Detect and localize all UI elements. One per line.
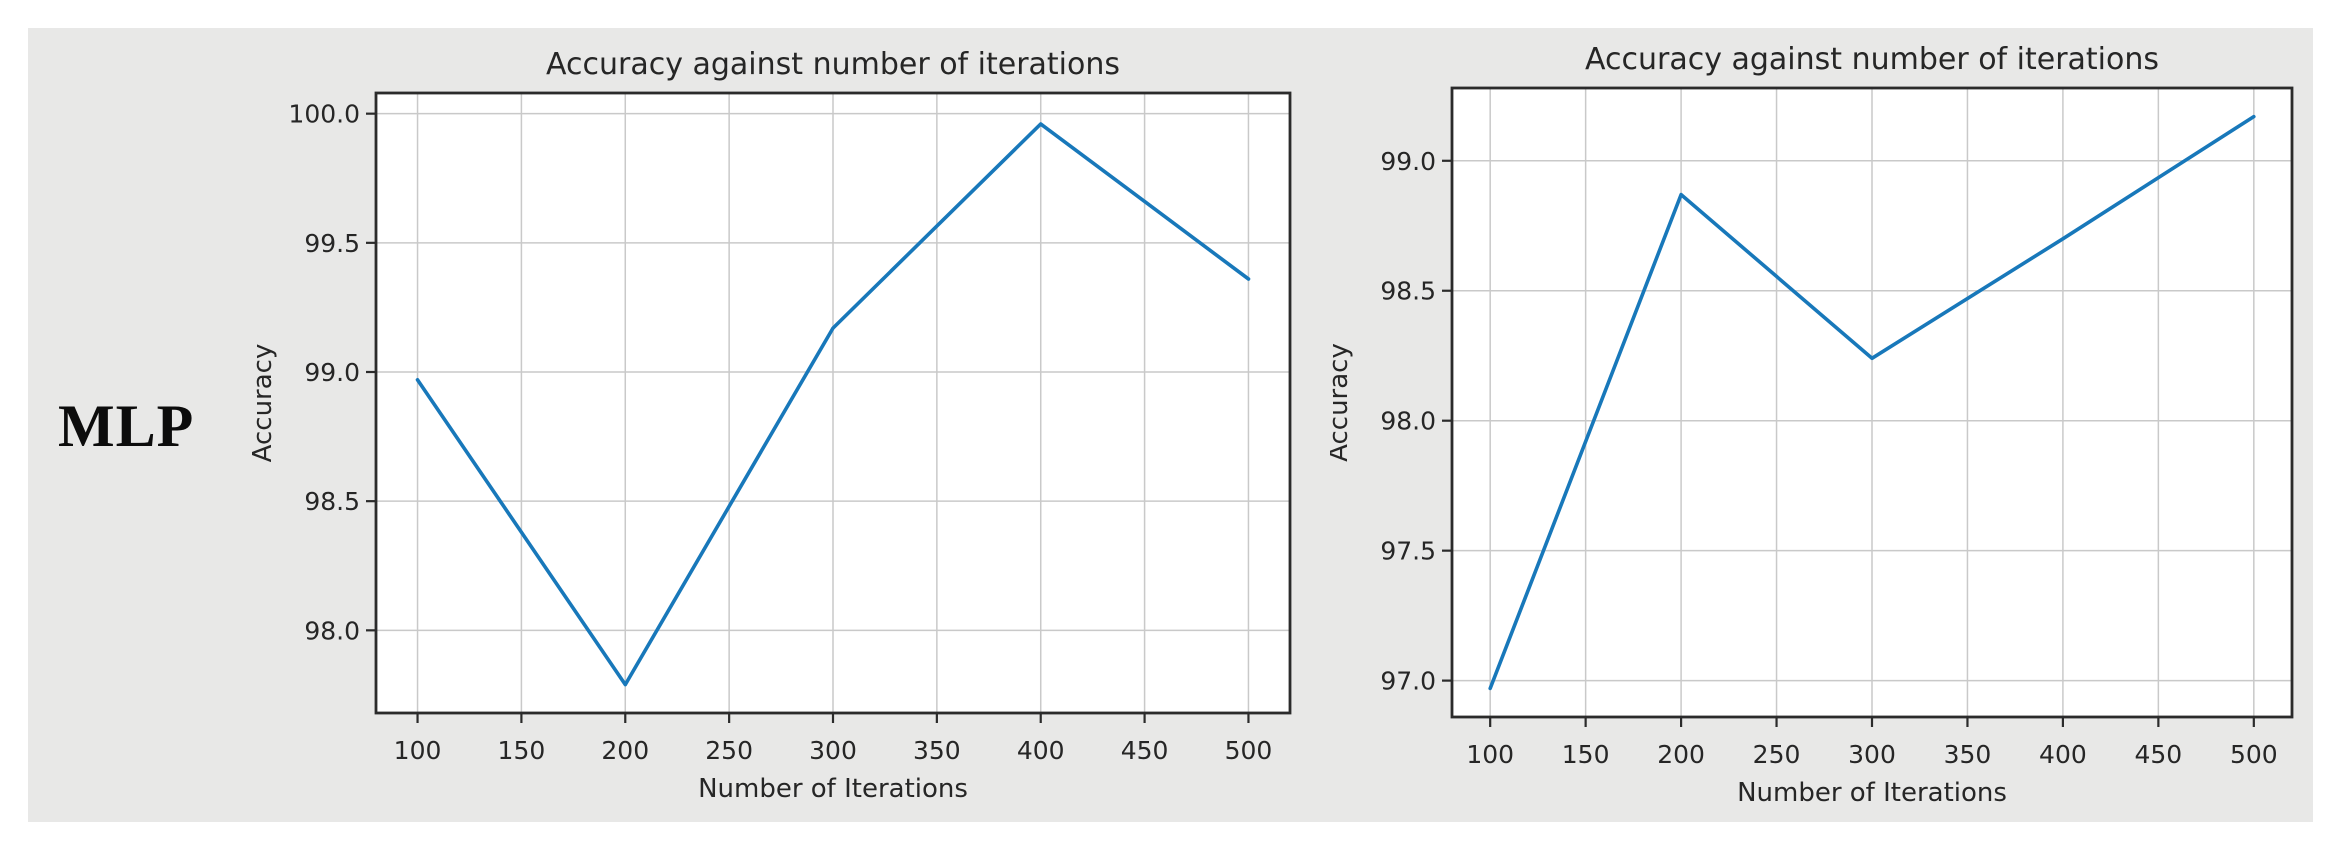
svg-text:250: 250 [1753, 740, 1801, 769]
svg-text:500: 500 [1225, 736, 1273, 765]
svg-text:100.0: 100.0 [288, 100, 360, 129]
svg-text:100: 100 [394, 736, 442, 765]
svg-text:450: 450 [1121, 736, 1169, 765]
svg-text:99.5: 99.5 [304, 229, 360, 258]
svg-text:400: 400 [1017, 736, 1065, 765]
accuracy-line-series [1488, 114, 2256, 691]
svg-text:500: 500 [2230, 740, 2278, 769]
y-axis-label: Accuracy [1330, 343, 1354, 462]
x-axis-label: Number of Iterations [1737, 778, 2007, 808]
chart-title: Accuracy against number of iterations [1585, 42, 2159, 77]
accuracy-line-series [415, 122, 1251, 687]
svg-text:98.5: 98.5 [1380, 277, 1436, 306]
svg-text:300: 300 [809, 736, 857, 765]
svg-text:350: 350 [1944, 740, 1992, 769]
svg-text:99.0: 99.0 [1380, 147, 1436, 176]
svg-text:100: 100 [1466, 740, 1514, 769]
svg-text:200: 200 [1657, 740, 1705, 769]
svg-text:400: 400 [2039, 740, 2087, 769]
svg-text:98.5: 98.5 [304, 487, 360, 516]
y-axis-label: Accuracy [248, 344, 278, 463]
accuracy-chart-left: 100 150 200 250 300 350 400 450 500 98.0 98.5 99.0 9… [248, 47, 1292, 804]
svg-text:99.0: 99.0 [304, 358, 360, 387]
svg-text:150: 150 [498, 736, 546, 765]
accuracy-chart-right: 100 150 200 250 300 350 400 450 500 97.0 97.5 98.0 9… [1330, 42, 2294, 808]
row-label-mlp: MLP [58, 393, 195, 459]
svg-text:300: 300 [1848, 740, 1896, 769]
svg-text:200: 200 [601, 736, 649, 765]
svg-text:97.0: 97.0 [1380, 667, 1436, 696]
svg-text:450: 450 [2135, 740, 2183, 769]
svg-text:97.5: 97.5 [1380, 537, 1436, 566]
svg-text:98.0: 98.0 [304, 616, 360, 645]
svg-text:350: 350 [913, 736, 961, 765]
svg-text:98.0: 98.0 [1380, 407, 1436, 436]
x-axis-label: Number of Iterations [698, 774, 968, 804]
svg-text:250: 250 [705, 736, 753, 765]
chart-title: Accuracy against number of iterations [546, 47, 1120, 82]
svg-text:150: 150 [1562, 740, 1610, 769]
